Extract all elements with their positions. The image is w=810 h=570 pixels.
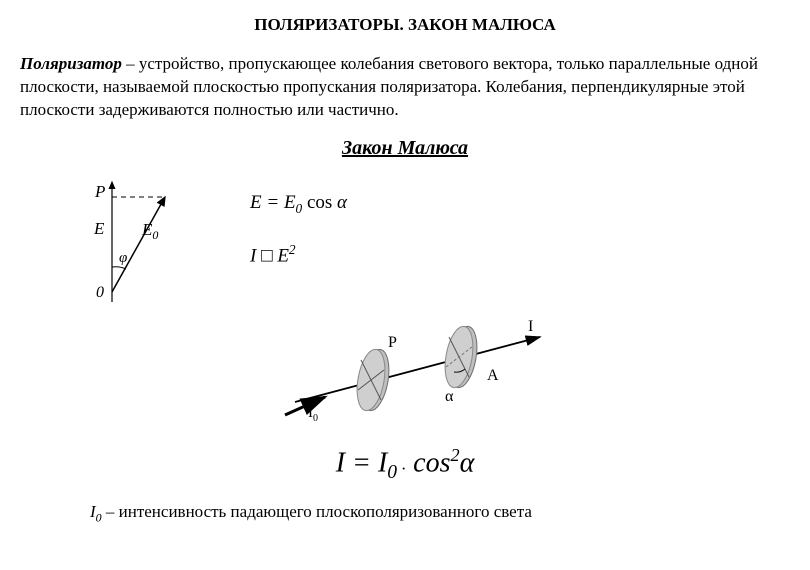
- label-I0: I0: [308, 405, 318, 424]
- label-zero: 0: [96, 284, 104, 301]
- polarizer-diagram: I0 P A α I: [20, 307, 790, 437]
- label-phi: φ: [119, 250, 127, 266]
- label-A: A: [487, 367, 499, 384]
- vector-diagram: P E E0 φ 0: [90, 172, 200, 312]
- label-E: E: [93, 219, 105, 238]
- label-alpha: α: [445, 388, 454, 405]
- label-E0: E0: [141, 220, 158, 242]
- formula-E: E = E0 cos α: [250, 192, 347, 217]
- subtitle: Закон Малюса: [20, 137, 790, 160]
- definition-text: – устройство, пропускающее колебания све…: [20, 54, 758, 119]
- label-P2: P: [388, 334, 397, 351]
- main-formula: I = I0 . cos2α: [20, 445, 790, 484]
- label-I-out: I: [528, 318, 533, 335]
- label-P: P: [94, 182, 105, 201]
- footnote: I0 – интенсивность падающего плоскополяр…: [90, 502, 790, 525]
- figures-row: P E E0 φ 0 E = E0 cos α I □ E2: [90, 172, 790, 312]
- definition-paragraph: Поляризатор – устройство, пропускающее к…: [20, 53, 790, 122]
- term: Поляризатор: [20, 54, 122, 73]
- formula-I: I □ E2: [250, 242, 347, 267]
- formulas-block: E = E0 cos α I □ E2: [250, 192, 347, 292]
- page-title: ПОЛЯРИЗАТОРЫ. ЗАКОН МАЛЮСА: [20, 15, 790, 35]
